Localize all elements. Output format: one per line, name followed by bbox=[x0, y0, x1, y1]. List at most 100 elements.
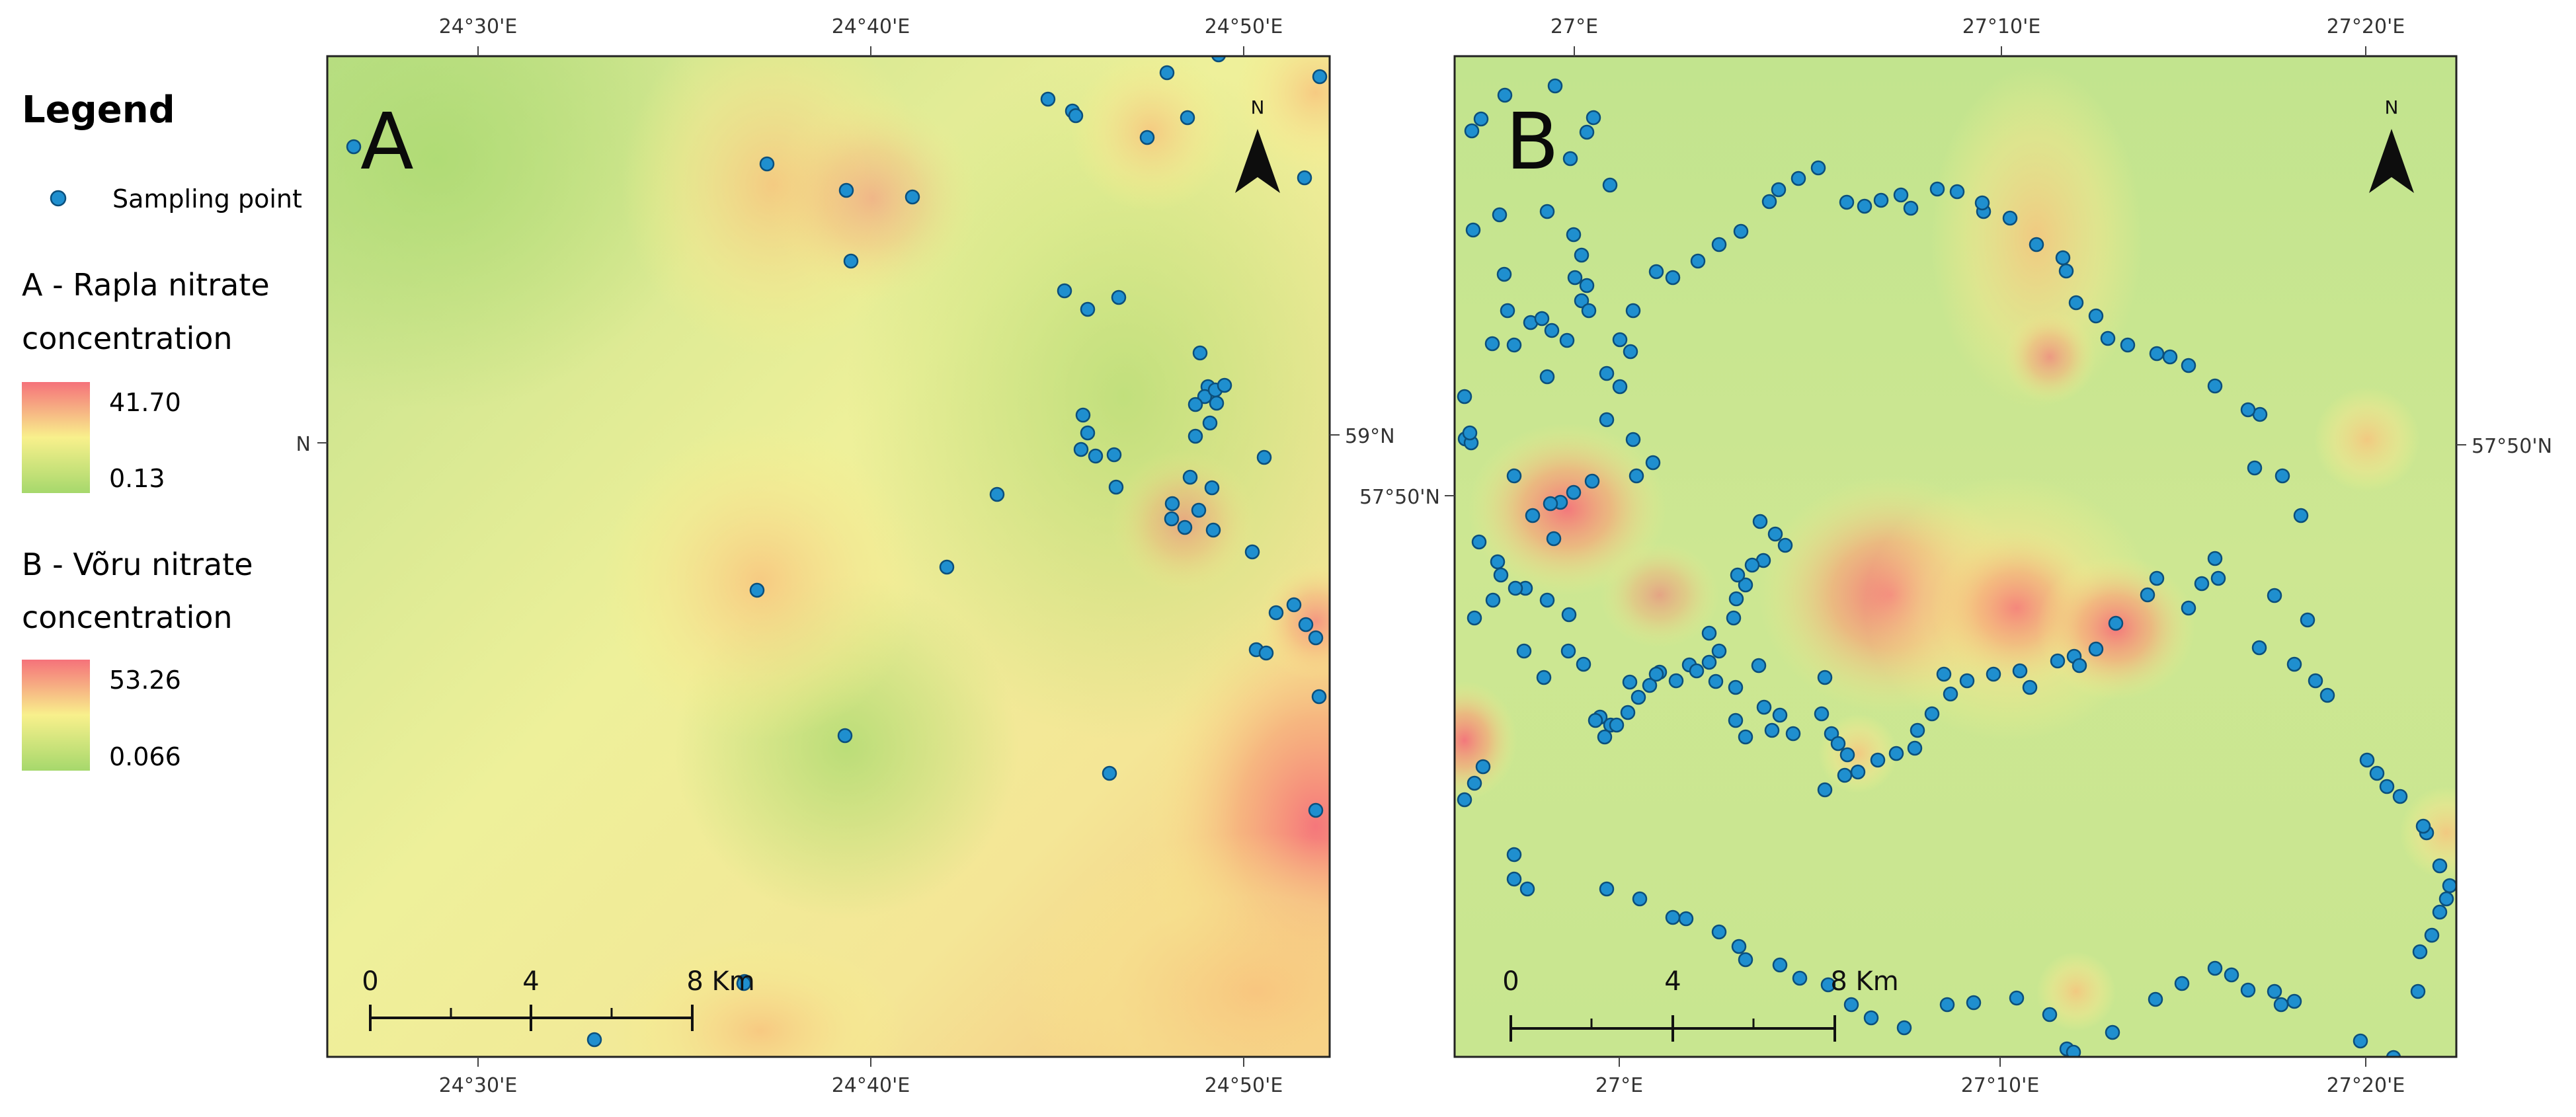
sampling-point-marker bbox=[2022, 679, 2038, 695]
sampling-point-marker bbox=[1308, 802, 1324, 818]
sampling-point-marker bbox=[1873, 192, 1889, 208]
map-b-north-arrow: N bbox=[2369, 96, 2414, 193]
sampling-point-marker bbox=[2267, 588, 2282, 603]
sampling-point-marker bbox=[1546, 531, 1562, 547]
sampling-point-marker bbox=[1473, 111, 1489, 127]
sampling-point-marker bbox=[1465, 222, 1481, 238]
sampling-point-marker bbox=[1701, 625, 1717, 641]
sampling-point-marker bbox=[1620, 705, 1636, 720]
sampling-point-marker bbox=[1298, 617, 1314, 633]
sampling-point-marker bbox=[1777, 537, 1793, 553]
sampling-point-marker bbox=[1896, 1020, 1912, 1036]
sampling-point-marker bbox=[2002, 210, 2018, 226]
sampling-point-marker bbox=[1581, 303, 1597, 319]
map-a-frame bbox=[326, 55, 1331, 1058]
sampling-point-marker bbox=[989, 486, 1005, 502]
sampling-point-marker bbox=[2359, 752, 2375, 768]
sampling-point-marker bbox=[2379, 779, 2395, 794]
sampling-point-marker bbox=[1810, 160, 1826, 176]
legend: Legend Sampling point A - Rapla nitrate … bbox=[22, 89, 302, 771]
sampling-point-marker bbox=[2207, 960, 2223, 976]
sampling-point-marker bbox=[1785, 726, 1801, 742]
sampling-point-marker bbox=[1506, 337, 1522, 353]
legend-a-color-ramp bbox=[22, 382, 90, 493]
map-b-north-label: N bbox=[2385, 96, 2399, 118]
sampling-point-marker bbox=[1936, 666, 1952, 682]
sampling-point-marker bbox=[1525, 508, 1541, 523]
sampling-point-marker bbox=[1738, 577, 1753, 593]
sampling-point-marker bbox=[1730, 567, 1746, 583]
sampling-point-label: Sampling point bbox=[112, 184, 302, 213]
sampling-point-marker bbox=[759, 156, 775, 172]
sampling-point-marker bbox=[1268, 605, 1284, 621]
sampling-point-marker bbox=[1497, 87, 1513, 103]
sampling-point-marker bbox=[2055, 250, 2071, 266]
sampling-point-marker bbox=[1689, 663, 1705, 679]
sampling-point-marker bbox=[1764, 722, 1780, 738]
sampling-point-marker bbox=[1209, 395, 1225, 411]
sampling-point-marker bbox=[1830, 736, 1846, 751]
sampling-point-marker bbox=[2240, 402, 2256, 418]
sampling-point-marker bbox=[1738, 729, 1753, 745]
map-a-right-tick: 59°N bbox=[1345, 425, 1395, 448]
map-b-top-tick-2: 27°10'E bbox=[1962, 15, 2041, 38]
sampling-point-marker bbox=[1711, 924, 1727, 940]
sampling-point-marker bbox=[1187, 428, 1203, 444]
sampling-point-marker bbox=[1665, 270, 1681, 286]
sampling-point-marker bbox=[1733, 223, 1749, 239]
sampling-point-marker bbox=[1648, 264, 1664, 280]
sampling-point-marker bbox=[1690, 253, 1706, 269]
sampling-point-marker bbox=[1837, 767, 1853, 783]
sampling-point-marker bbox=[2392, 789, 2408, 804]
sampling-point-marker bbox=[2410, 983, 2426, 999]
map-b-frame bbox=[1453, 55, 2458, 1058]
sampling-point-marker bbox=[1467, 610, 1482, 626]
map-b-scale-label-8: 8 Km bbox=[1830, 966, 1898, 997]
sampling-point-marker bbox=[1924, 706, 1940, 722]
sampling-point-marker bbox=[1645, 455, 1661, 471]
sampling-point-marker bbox=[2012, 663, 2028, 679]
sampling-point-marker bbox=[1579, 124, 1595, 140]
sampling-point-marker bbox=[939, 559, 955, 575]
sampling-point-marker bbox=[1561, 607, 1577, 623]
sampling-point-marker bbox=[1814, 706, 1830, 722]
sampling-point-marker bbox=[1756, 699, 1772, 715]
sampling-point-marker bbox=[1744, 557, 1760, 573]
map-b-left-tick: 57°50'N bbox=[1359, 486, 1440, 509]
sampling-point-marker bbox=[1539, 204, 1555, 219]
map-b-bottom-tick-1: 27°E bbox=[1595, 1074, 1643, 1097]
sampling-point-marker bbox=[1870, 752, 1886, 768]
sampling-point-marker bbox=[1711, 643, 1727, 659]
sampling-point-marker bbox=[1258, 645, 1274, 661]
sampling-point-marker bbox=[1297, 170, 1312, 186]
legend-a-title-line1: A - Rapla nitrate bbox=[22, 267, 270, 303]
sampling-point-marker bbox=[1888, 746, 1904, 761]
sampling-point-marker bbox=[1159, 65, 1175, 81]
sampling-point-marker bbox=[1584, 473, 1600, 489]
sampling-point-marker bbox=[1139, 130, 1155, 145]
sampling-point-marker bbox=[2267, 983, 2282, 999]
sampling-point-marker bbox=[1791, 171, 1806, 186]
map-b-bottom-tick-2: 27°10'E bbox=[1961, 1074, 2040, 1097]
sampling-point-marker bbox=[1612, 332, 1628, 348]
sampling-point-marker bbox=[1544, 323, 1560, 338]
sampling-point-marker bbox=[2029, 237, 2044, 252]
sampling-point-marker bbox=[1559, 332, 1575, 348]
sampling-point-marker bbox=[1462, 425, 1478, 441]
sampling-point-marker bbox=[2108, 615, 2124, 631]
map-b-scale-bar: 0 4 8 Km bbox=[1502, 966, 1899, 1042]
sampling-point-marker bbox=[1678, 911, 1694, 927]
sampling-point-marker bbox=[2207, 378, 2223, 394]
sampling-point-marker bbox=[2273, 997, 2289, 1013]
sampling-point-marker bbox=[1108, 479, 1124, 495]
sampling-point-marker bbox=[2369, 765, 2385, 781]
sampling-point-marker bbox=[1966, 995, 1982, 1011]
sampling-point-marker bbox=[1602, 177, 1618, 193]
sampling-point-marker bbox=[1197, 389, 1213, 404]
sampling-point-marker bbox=[2149, 346, 2165, 362]
sampling-point-marker bbox=[1457, 389, 1472, 404]
sampling-point-marker bbox=[838, 182, 854, 198]
sampling-point-marker bbox=[1471, 534, 1487, 550]
sampling-point-marker bbox=[1903, 200, 1919, 216]
